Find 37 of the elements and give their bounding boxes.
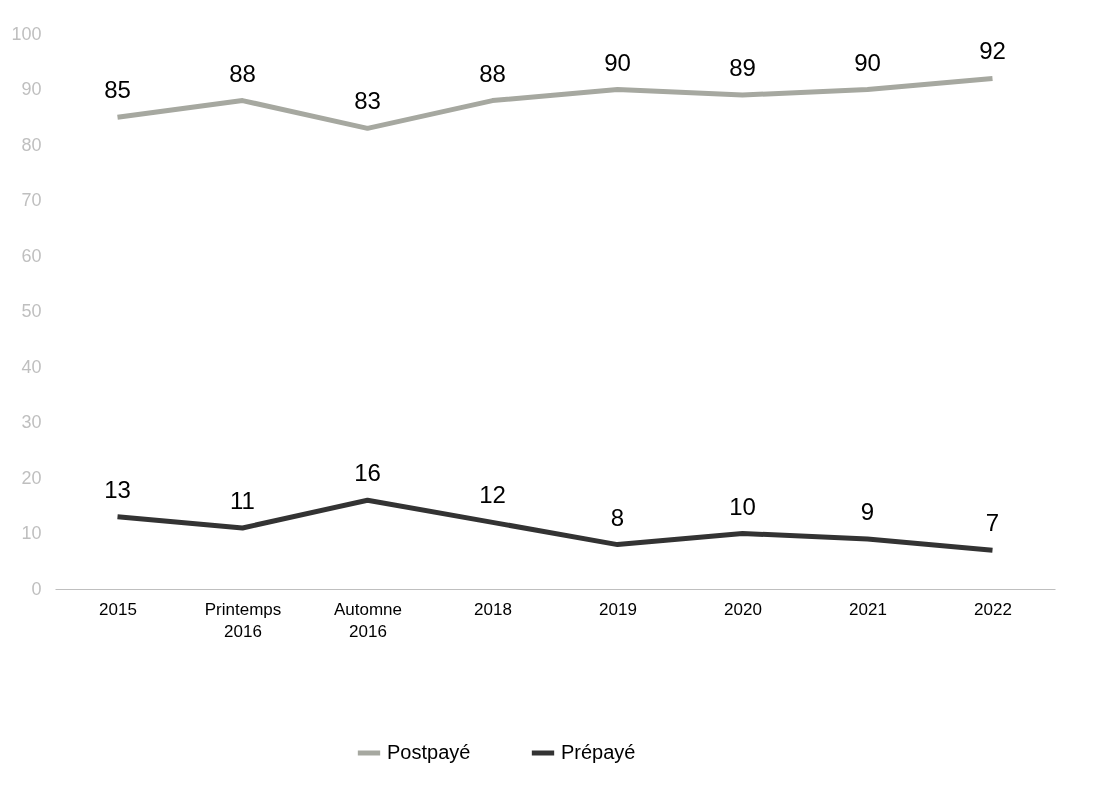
- data-label: 83: [354, 87, 381, 115]
- y-tick-label: 100: [11, 23, 42, 44]
- y-tick-label: 0: [31, 578, 42, 599]
- data-label: 13: [104, 475, 131, 503]
- y-tick-label: 80: [21, 134, 42, 155]
- data-label: 16: [354, 459, 381, 487]
- data-label: 9: [860, 498, 875, 526]
- x-tick-label: 2019: [599, 599, 637, 619]
- x-tick-label: 2022: [974, 599, 1012, 619]
- y-tick-label: 10: [21, 523, 42, 543]
- y-tick-label: 20: [21, 467, 42, 488]
- y-tick-label: 50: [21, 301, 42, 321]
- y-tick-label: 90: [21, 79, 42, 99]
- data-label: 88: [229, 59, 256, 87]
- data-label: 11: [230, 486, 255, 514]
- data-label: 8: [610, 503, 625, 531]
- x-tick-label: Automne 2016: [333, 599, 403, 641]
- x-tick-label: 2018: [474, 599, 512, 619]
- data-label: 89: [729, 54, 756, 82]
- y-tick-label: 40: [21, 356, 42, 377]
- data-label: 92: [979, 37, 1006, 65]
- legend-label: Prépayé: [561, 741, 636, 763]
- data-label: 90: [854, 48, 881, 76]
- y-tick-label: 70: [21, 190, 42, 210]
- x-tick-label: 2021: [849, 599, 887, 619]
- data-label: 88: [479, 59, 506, 87]
- data-label: 90: [604, 48, 631, 76]
- legend-label: Postpayé: [387, 741, 471, 763]
- x-tick-label: 2020: [724, 599, 762, 619]
- x-tick-label: Printemps 2016: [204, 599, 282, 641]
- data-label: 12: [479, 481, 506, 509]
- x-tick-label: 2015: [99, 599, 137, 619]
- y-tick-label: 60: [21, 245, 42, 266]
- y-tick-label: 30: [21, 412, 42, 432]
- data-label: 85: [104, 76, 131, 104]
- data-label: 7: [985, 509, 1000, 537]
- data-label: 10: [729, 492, 756, 520]
